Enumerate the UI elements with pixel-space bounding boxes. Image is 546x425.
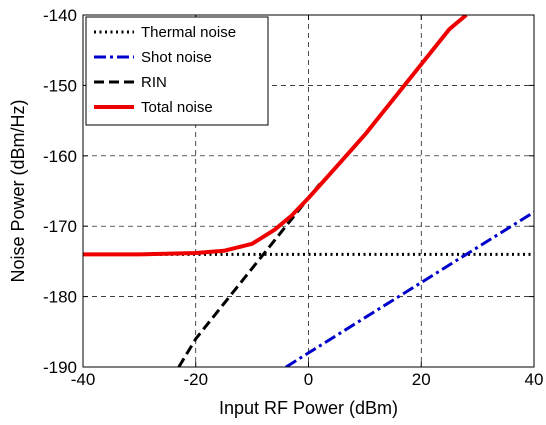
x-tick-label: 20 bbox=[412, 370, 431, 389]
legend-label: Thermal noise bbox=[141, 24, 236, 41]
y-tick-label: -150 bbox=[43, 76, 77, 95]
y-axis-label: Noise Power (dBm/Hz) bbox=[8, 99, 28, 282]
x-tick-label: -20 bbox=[183, 370, 208, 389]
legend-label: Total noise bbox=[141, 99, 213, 116]
legend-label: Shot noise bbox=[141, 49, 212, 66]
series-line-shot-noise bbox=[285, 210, 534, 367]
legend-label: RIN bbox=[141, 74, 167, 91]
y-tick-label: -160 bbox=[43, 147, 77, 166]
series-line-total-noise bbox=[83, 15, 468, 257]
x-tick-label: -40 bbox=[71, 370, 96, 389]
y-tick-label: -140 bbox=[43, 6, 77, 25]
y-tick-label: -190 bbox=[43, 358, 77, 377]
x-axis-label: Input RF Power (dBm) bbox=[219, 398, 398, 418]
series-lines bbox=[83, 15, 534, 367]
x-tick-label: 0 bbox=[304, 370, 313, 389]
x-tick-label: 40 bbox=[525, 370, 544, 389]
y-tick-label: -170 bbox=[43, 217, 77, 236]
legend: Thermal noise Shot noise RIN Total noise bbox=[85, 16, 269, 126]
axis-ticks: -40 -20 0 20 40 -140 -150 -160 -170 -180 -190 bbox=[43, 6, 543, 389]
y-tick-label: -180 bbox=[43, 288, 77, 307]
